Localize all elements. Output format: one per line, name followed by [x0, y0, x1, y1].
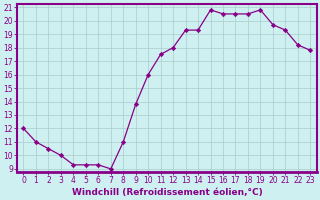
X-axis label: Windchill (Refroidissement éolien,°C): Windchill (Refroidissement éolien,°C) [72, 188, 262, 197]
